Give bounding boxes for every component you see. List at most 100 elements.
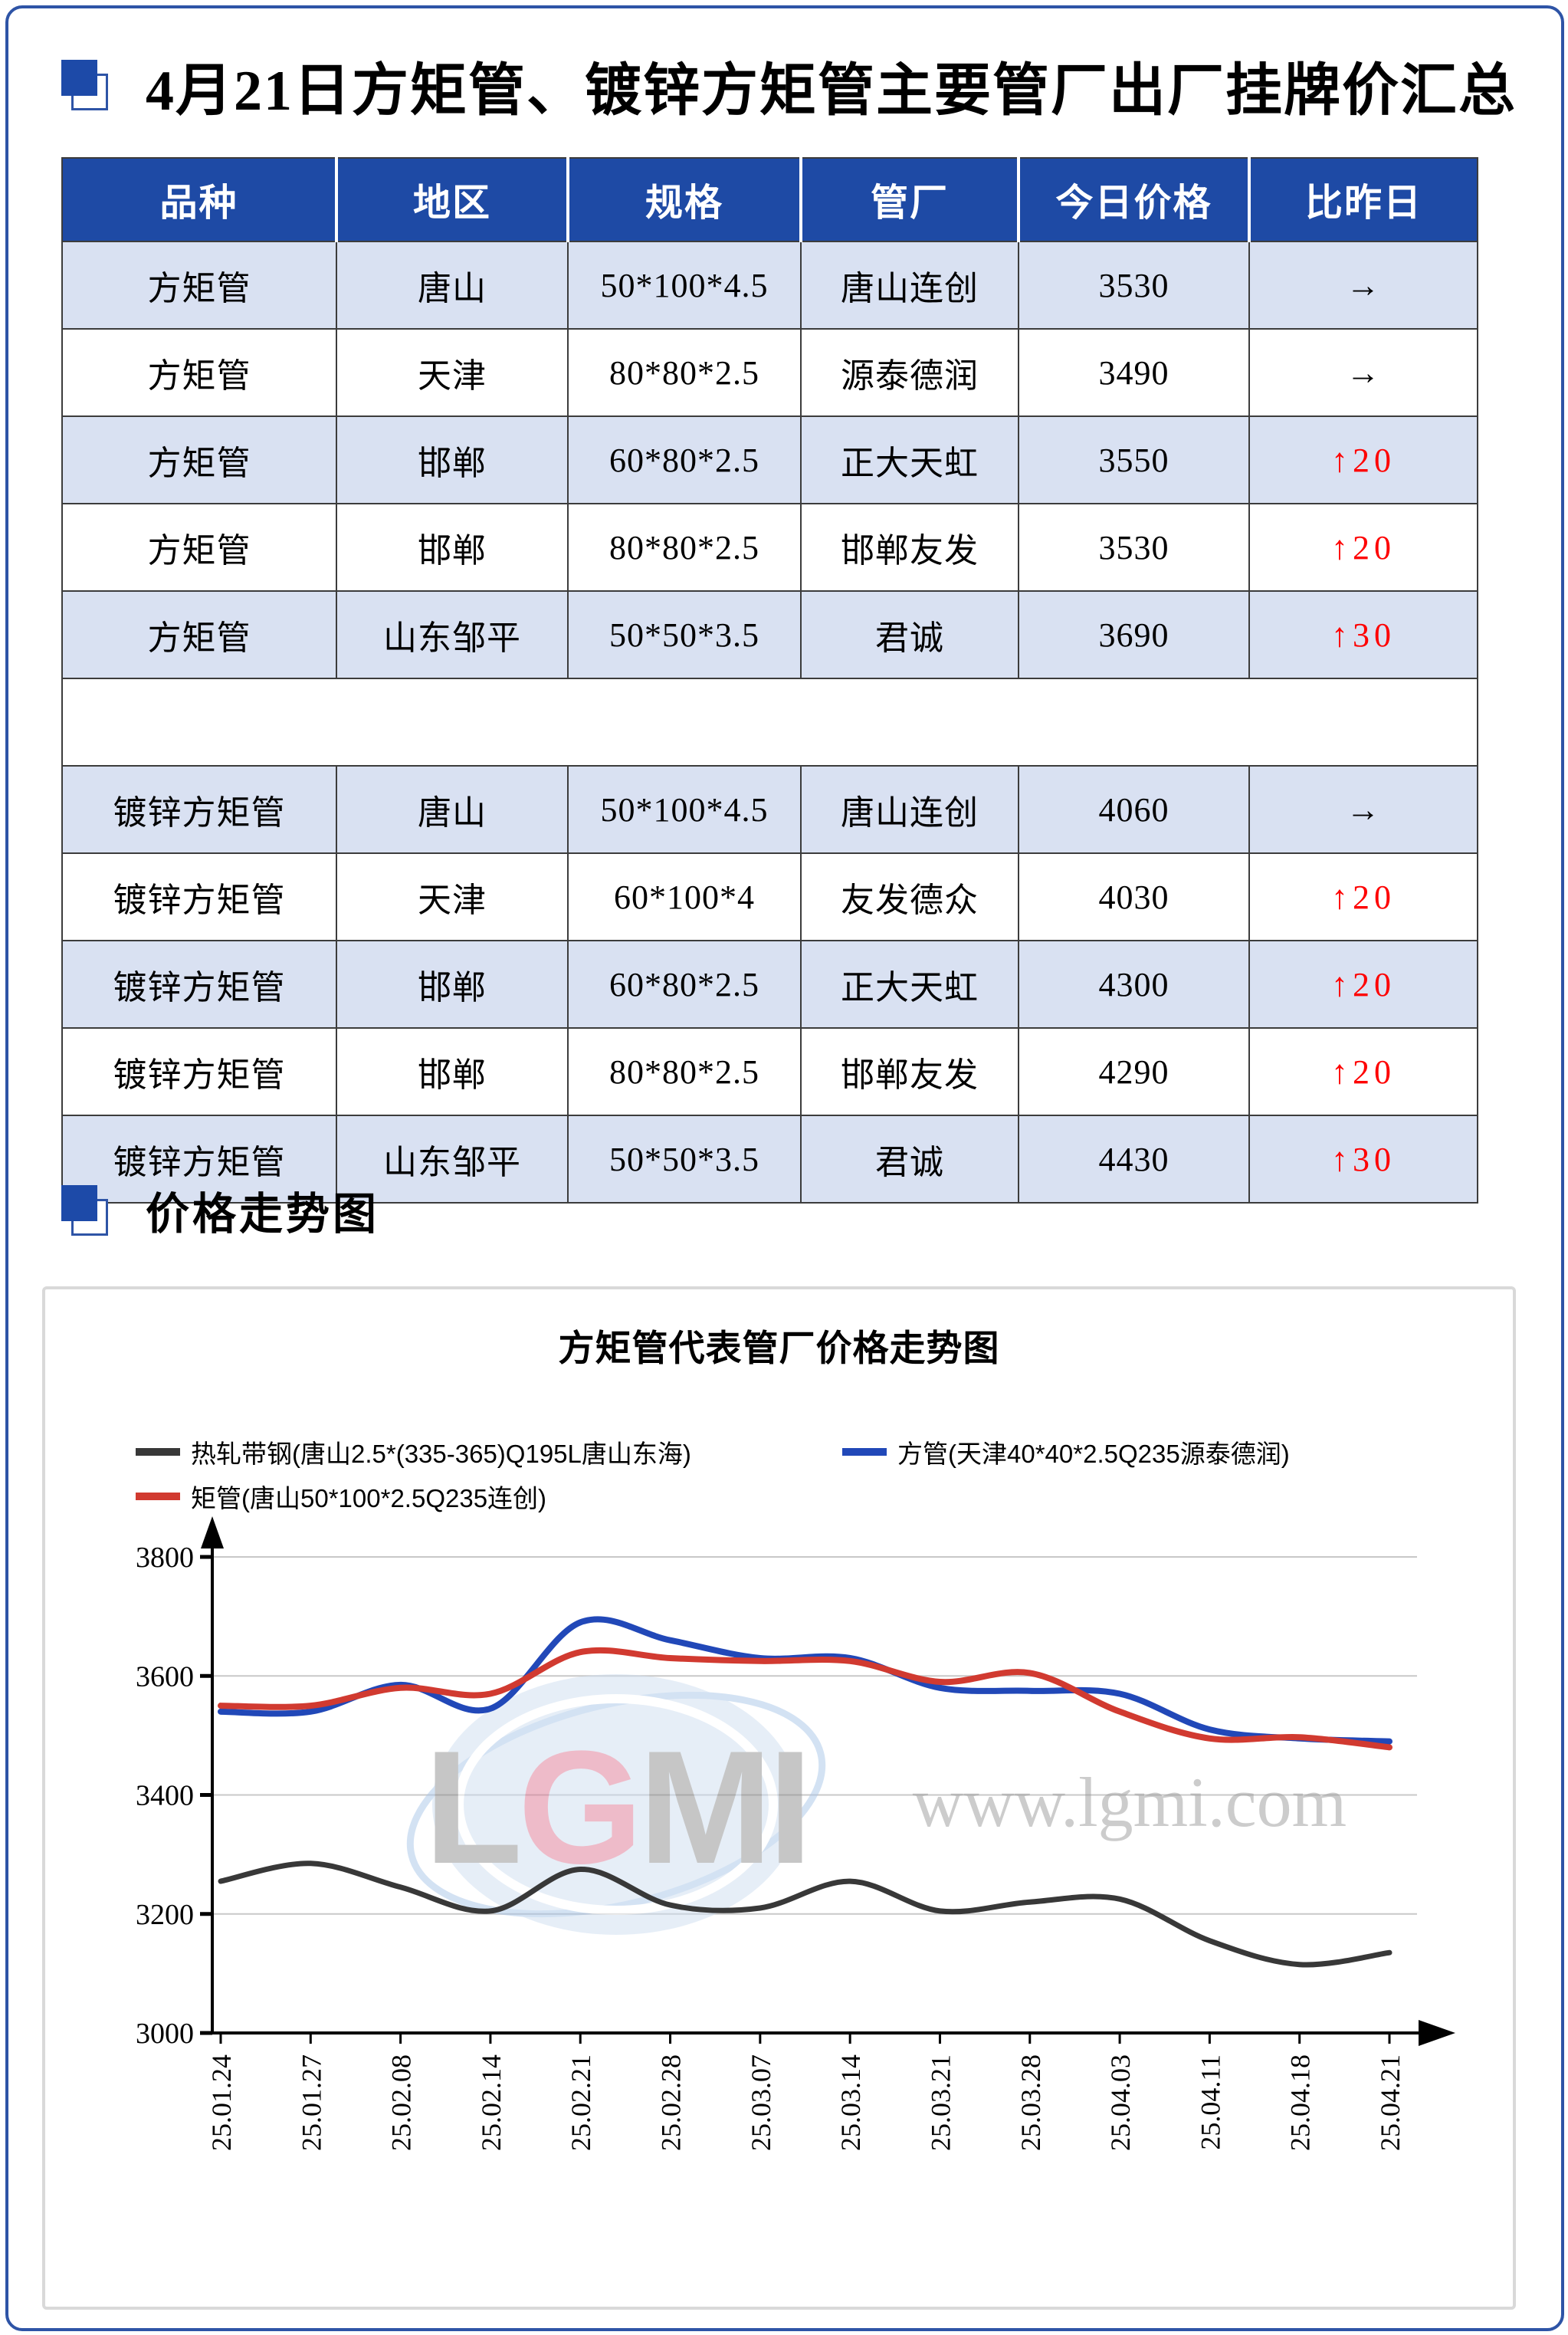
table-row: 镀锌方矩管 邯郸 60*80*2.5 正大天虹 4300 ↑20 [61, 940, 1478, 1029]
cell-region: 邯郸 [336, 503, 569, 592]
cell-region: 唐山 [336, 765, 569, 854]
cell-spec: 60*80*2.5 [567, 415, 802, 504]
table-row: 方矩管 天津 80*80*2.5 源泰德润 3490 → [61, 328, 1478, 417]
cell-change: ↑20 [1248, 1027, 1478, 1116]
cell-region: 天津 [336, 328, 569, 417]
cell-factory: 友发德众 [800, 852, 1019, 941]
cell-variety: 方矩管 [61, 590, 337, 679]
cell-region: 天津 [336, 852, 569, 941]
cell-change: ↑30 [1248, 1115, 1478, 1204]
table-row: 方矩管 山东邹平 50*50*3.5 君诚 3690 ↑30 [61, 590, 1478, 679]
svg-text:3200: 3200 [136, 1899, 194, 1931]
cell-change: ↑20 [1248, 503, 1478, 592]
cell-spec: 50*100*4.5 [567, 765, 802, 854]
cell-variety: 镀锌方矩管 [61, 1115, 337, 1204]
column-header: 规格 [568, 158, 802, 242]
trend-line-chart: LGMI www.lgmi.com 3000 3200 3400 3600 3800 25.0… [136, 1516, 1455, 2151]
table-row: 镀锌方矩管 山东邹平 50*50*3.5 君诚 4430 ↑30 [61, 1115, 1478, 1204]
series-line-2 [218, 1647, 1393, 1751]
cell-region: 山东邹平 [336, 1115, 569, 1204]
svg-text:3600: 3600 [136, 1660, 194, 1693]
cell-region: 山东邹平 [336, 590, 569, 679]
chart-title: 方矩管代表管厂价格走势图 [558, 1328, 1000, 1368]
lgmi-watermark: LGMI www.lgmi.com [406, 1674, 1347, 1935]
svg-text:www.lgmi.com: www.lgmi.com [913, 1763, 1347, 1841]
cell-change: ↑20 [1248, 852, 1478, 941]
cell-variety: 方矩管 [61, 503, 337, 592]
cell-price: 4430 [1018, 1115, 1250, 1204]
cell-change: ↑30 [1248, 590, 1478, 679]
cell-factory: 君诚 [800, 590, 1019, 679]
cell-price: 3530 [1018, 503, 1250, 592]
cell-change: ↑20 [1248, 415, 1478, 504]
cell-spec: 80*80*2.5 [567, 328, 802, 417]
cell-price: 4290 [1018, 1027, 1250, 1116]
cell-region: 邯郸 [336, 415, 569, 504]
cell-price: 3490 [1018, 328, 1250, 417]
cell-factory: 唐山连创 [800, 241, 1019, 330]
cell-price: 3550 [1018, 415, 1250, 504]
cell-change: → [1248, 241, 1478, 330]
svg-text:LGMI: LGMI [425, 1717, 809, 1897]
legend-line-swatch [842, 1448, 887, 1456]
cell-factory: 唐山连创 [800, 765, 1019, 854]
svg-text:25.03.28: 25.03.28 [1015, 2054, 1046, 2151]
page-title: 4月21日方矩管、镀锌方矩管主要管厂出厂挂牌价汇总 [146, 59, 1517, 123]
cell-factory: 邯郸友发 [800, 1027, 1019, 1116]
cell-factory: 邯郸友发 [800, 503, 1019, 592]
cell-region: 邯郸 [336, 940, 569, 1029]
column-header: 管厂 [801, 158, 1020, 242]
table-row: 方矩管 邯郸 60*80*2.5 正大天虹 3550 ↑20 [61, 415, 1478, 504]
table-row: 镀锌方矩管 天津 60*100*4 友发德众 4030 ↑20 [61, 852, 1478, 941]
cell-spec: 60*80*2.5 [567, 940, 802, 1029]
cell-variety: 方矩管 [61, 241, 337, 330]
cell-price: 3690 [1018, 590, 1250, 679]
cell-price: 4300 [1018, 940, 1250, 1029]
column-header: 今日价格 [1019, 158, 1251, 242]
cell-change: → [1248, 765, 1478, 854]
cell-variety: 镀锌方矩管 [61, 765, 337, 854]
svg-text:25.02.28: 25.02.28 [656, 2054, 687, 2151]
cell-price: 3530 [1018, 241, 1250, 330]
svg-text:25.01.24: 25.01.24 [206, 2054, 237, 2151]
svg-text:25.01.27: 25.01.27 [296, 2054, 326, 2151]
series-line-0 [218, 1860, 1393, 1968]
cell-change: → [1248, 328, 1478, 417]
cell-spec: 80*80*2.5 [567, 503, 802, 592]
cell-factory: 正大天虹 [800, 940, 1019, 1029]
cell-factory: 正大天虹 [800, 415, 1019, 504]
cell-spec: 50*50*3.5 [567, 1115, 802, 1204]
cell-spec: 50*100*4.5 [567, 241, 802, 330]
cell-price: 4030 [1018, 852, 1250, 941]
svg-text:25.03.21: 25.03.21 [925, 2054, 956, 2151]
legend-label: 热轧带钢(唐山2.5*(335-365)Q195L唐山东海) [191, 1440, 691, 1468]
cell-price: 4060 [1018, 765, 1250, 854]
report-title-row: 4月21日方矩管、镀锌方矩管主要管厂出厂挂牌价汇总 [61, 54, 1517, 123]
price-trend-chart-card: 方矩管代表管厂价格走势图 热轧带钢(唐山2.5*(335-365)Q195L唐山… [42, 1286, 1516, 2310]
svg-text:25.04.11: 25.04.11 [1195, 2054, 1225, 2150]
legend-item-square-pipe: 方管(天津40*40*2.5Q235源泰德润) [842, 1434, 1290, 1470]
table-row: 镀锌方矩管 邯郸 80*80*2.5 邯郸友发 4290 ↑20 [61, 1027, 1478, 1116]
cell-region: 唐山 [336, 241, 569, 330]
price-table: 品种 地区 规格 管厂 今日价格 比昨日 方矩管 唐山 50*100*4.5 唐山连创 3530 →… [61, 157, 1478, 1204]
cell-variety: 镀锌方矩管 [61, 940, 337, 1029]
legend-item-rect-pipe: 矩管(唐山50*100*2.5Q235连创) [136, 1478, 546, 1515]
svg-text:3800: 3800 [136, 1542, 194, 1574]
column-header: 地区 [336, 158, 569, 242]
svg-text:25.02.21: 25.02.21 [566, 2054, 596, 2151]
cell-variety: 镀锌方矩管 [61, 852, 337, 941]
cell-region: 邯郸 [336, 1027, 569, 1116]
svg-text:25.04.18: 25.04.18 [1285, 2054, 1316, 2151]
svg-text:25.02.08: 25.02.08 [386, 2054, 417, 2151]
cell-factory: 君诚 [800, 1115, 1019, 1204]
svg-text:3400: 3400 [136, 1780, 194, 1812]
svg-text:25.03.14: 25.03.14 [835, 2054, 866, 2151]
legend-item-hot-rolled-strip: 热轧带钢(唐山2.5*(335-365)Q195L唐山东海) [136, 1434, 691, 1470]
section-title: 价格走势图 [146, 1190, 379, 1239]
spacer-row [61, 678, 1478, 767]
cell-variety: 方矩管 [61, 415, 337, 504]
cell-variety: 镀锌方矩管 [61, 1027, 337, 1116]
price-table-body: 方矩管 唐山 50*100*4.5 唐山连创 3530 → 方矩管 天津 80*80*2.5 源泰… [61, 241, 1478, 1204]
price-table-header-row: 品种 地区 规格 管厂 今日价格 比昨日 [62, 158, 1478, 242]
cell-change: ↑20 [1248, 940, 1478, 1029]
